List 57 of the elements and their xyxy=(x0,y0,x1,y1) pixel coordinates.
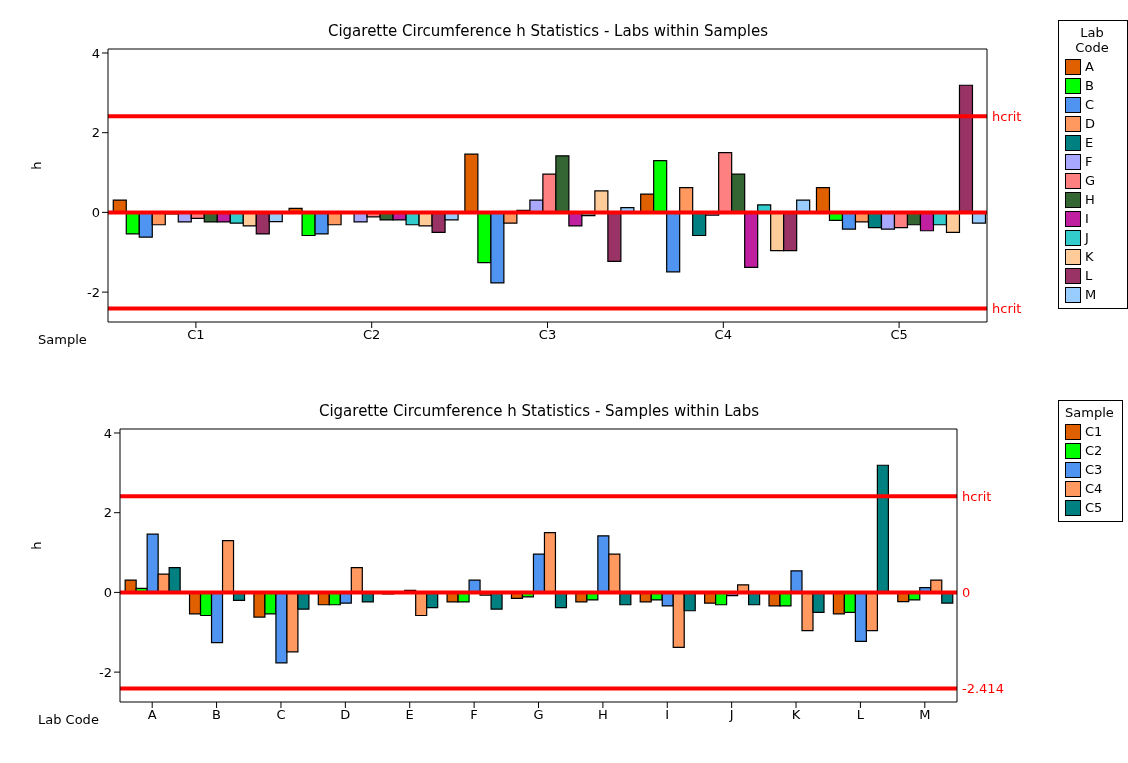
x-axis-title: Lab Code xyxy=(38,712,99,727)
x-tick-label: K xyxy=(791,707,801,723)
ref-line-label: hcrit xyxy=(992,301,1022,317)
legend-label: H xyxy=(1085,192,1095,207)
y-tick-label: 0 xyxy=(103,585,112,601)
x-tick-label: E xyxy=(405,707,414,723)
legend-label: K xyxy=(1085,249,1094,264)
x-tick-label: C xyxy=(276,707,286,723)
chart-title: Cigarette Circumference h Statistics - Labs within Samples xyxy=(326,22,770,40)
x-tick-label: C3 xyxy=(538,327,557,343)
y-axis-title: h xyxy=(28,541,44,550)
legend-label: A xyxy=(1085,59,1094,74)
x-tick-label: J xyxy=(728,707,734,723)
y-tick-label: 4 xyxy=(103,425,112,441)
legend-label: D xyxy=(1085,116,1096,131)
legend-label: C2 xyxy=(1085,443,1103,458)
y-tick-label: 2 xyxy=(103,505,112,521)
chart-title: Cigarette Circumference h Statistics - Samples within Labs xyxy=(317,402,761,420)
ref-line-label: hcrit xyxy=(962,488,992,504)
legend-label: F xyxy=(1085,154,1093,169)
x-tick-label: L xyxy=(856,707,865,723)
y-axis-title: h xyxy=(28,161,44,170)
legend-label: L xyxy=(1085,268,1093,283)
legend-label: M xyxy=(1085,287,1097,302)
legend-label: I xyxy=(1085,211,1089,226)
x-axis-title: Sample xyxy=(38,332,87,347)
legend-label: G xyxy=(1085,173,1096,188)
x-tick-label: D xyxy=(340,707,351,723)
ref-line-label: -2.414 xyxy=(962,681,1004,697)
x-tick-label: C2 xyxy=(363,327,381,343)
y-tick-label: 2 xyxy=(91,125,100,141)
x-tick-label: C5 xyxy=(890,327,908,343)
x-tick-label: A xyxy=(147,707,157,723)
x-tick-label: H xyxy=(597,707,608,723)
y-tick-label: -2 xyxy=(99,664,112,680)
x-tick-label: C4 xyxy=(714,327,732,343)
legend-label: C3 xyxy=(1085,462,1103,477)
legend-title: Lab Code xyxy=(1074,25,1110,55)
ref-line-label: hcrit xyxy=(992,108,1022,124)
x-tick-label: I xyxy=(665,707,670,723)
x-tick-label: C1 xyxy=(187,327,205,343)
legend-label: C1 xyxy=(1085,424,1103,439)
x-tick-label: B xyxy=(212,707,222,723)
legend-title: Sample xyxy=(1065,405,1114,420)
ref-line-label: 0 xyxy=(962,585,971,601)
x-tick-label: M xyxy=(919,707,931,723)
x-tick-label: F xyxy=(470,707,478,723)
legend-label: J xyxy=(1085,230,1089,245)
legend-label: C5 xyxy=(1085,500,1103,515)
y-tick-label: 0 xyxy=(91,205,100,221)
x-tick-label: G xyxy=(533,707,544,723)
y-tick-label: 4 xyxy=(91,45,100,61)
legend-label: E xyxy=(1085,135,1094,150)
y-tick-label: -2 xyxy=(87,284,100,300)
legend-label: C xyxy=(1085,97,1095,112)
legend-label: C4 xyxy=(1085,481,1103,496)
legend-label: B xyxy=(1085,78,1094,93)
